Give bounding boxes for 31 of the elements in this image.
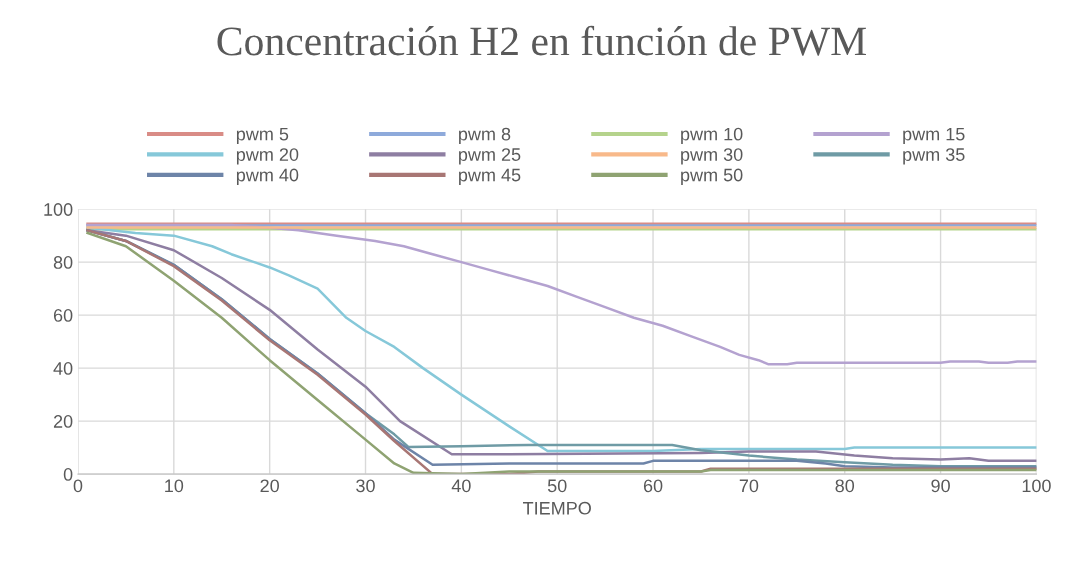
- line-series: [86, 223, 1037, 366]
- x-tick-label: 10: [165, 479, 184, 493]
- x-tick-label: 60: [643, 479, 663, 493]
- legend-label: pwm 35: [903, 148, 965, 165]
- legend-label: pwm 30: [681, 148, 743, 165]
- x-tick-label: 20: [260, 479, 279, 493]
- y-tick-label: 0: [63, 468, 73, 481]
- x-tick-label: 0: [73, 479, 83, 493]
- y-tick-label: 100: [44, 203, 73, 216]
- legend-label: pwm 45: [459, 168, 521, 185]
- x-tick-label: 90: [931, 479, 950, 493]
- chart-title: Concentración H2 en función de PWM: [217, 25, 866, 56]
- legend-label: pwm 25: [459, 148, 521, 165]
- x-axis-title: TIEMPO: [523, 501, 591, 515]
- y-tick-label: 20: [53, 415, 73, 428]
- legend-label: pwm 10: [681, 127, 743, 145]
- x-tick-label: 70: [739, 479, 759, 493]
- x-tick-label: 50: [547, 479, 567, 493]
- x-tick-label: 100: [1022, 479, 1051, 493]
- x-tick-label: 30: [356, 479, 375, 493]
- x-tick-label: 40: [451, 479, 471, 493]
- y-tick-label: 40: [53, 362, 73, 375]
- x-tick-label: 80: [835, 479, 855, 493]
- legend-label: pwm 8: [459, 127, 511, 145]
- legend-label: pwm 20: [236, 148, 299, 165]
- legend-label: pwm 15: [903, 127, 965, 145]
- y-tick-label: 60: [53, 309, 73, 322]
- legend-label: pwm 5: [236, 127, 289, 145]
- y-tick-label: 80: [53, 256, 73, 269]
- legend-label: pwm 40: [236, 168, 299, 185]
- legend-label: pwm 50: [681, 168, 743, 185]
